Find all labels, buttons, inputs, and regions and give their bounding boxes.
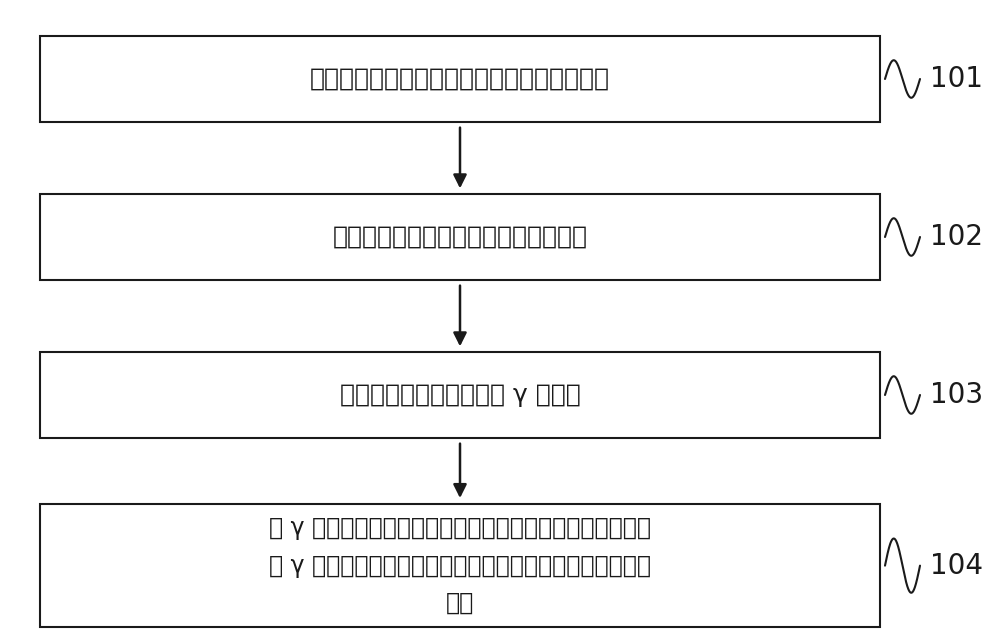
Text: 104: 104 xyxy=(930,552,983,580)
FancyBboxPatch shape xyxy=(40,352,880,437)
FancyBboxPatch shape xyxy=(40,504,880,627)
FancyBboxPatch shape xyxy=(40,195,880,279)
Text: 103: 103 xyxy=(930,381,983,409)
Text: 计算目标剂量数据对应的 γ 通过率: 计算目标剂量数据对应的 γ 通过率 xyxy=(340,383,580,407)
FancyBboxPatch shape xyxy=(40,37,880,121)
Text: 按照预设读取规则读取待验证的目标剂量数据: 按照预设读取规则读取待验证的目标剂量数据 xyxy=(310,67,610,91)
Text: 确定目标剂量数据对应的放疗计划类型: 确定目标剂量数据对应的放疗计划类型 xyxy=(332,225,588,249)
Text: 101: 101 xyxy=(930,65,983,93)
Text: 102: 102 xyxy=(930,223,983,251)
Text: 将 γ 通过率与放疗计划类型对应的预设阈值进行对比，若确
定 γ 通过率大于或等于预设阈值，则判定目标剂量数据通过
验证: 将 γ 通过率与放疗计划类型对应的预设阈值进行对比，若确 定 γ 通过率大于或等… xyxy=(269,516,651,615)
